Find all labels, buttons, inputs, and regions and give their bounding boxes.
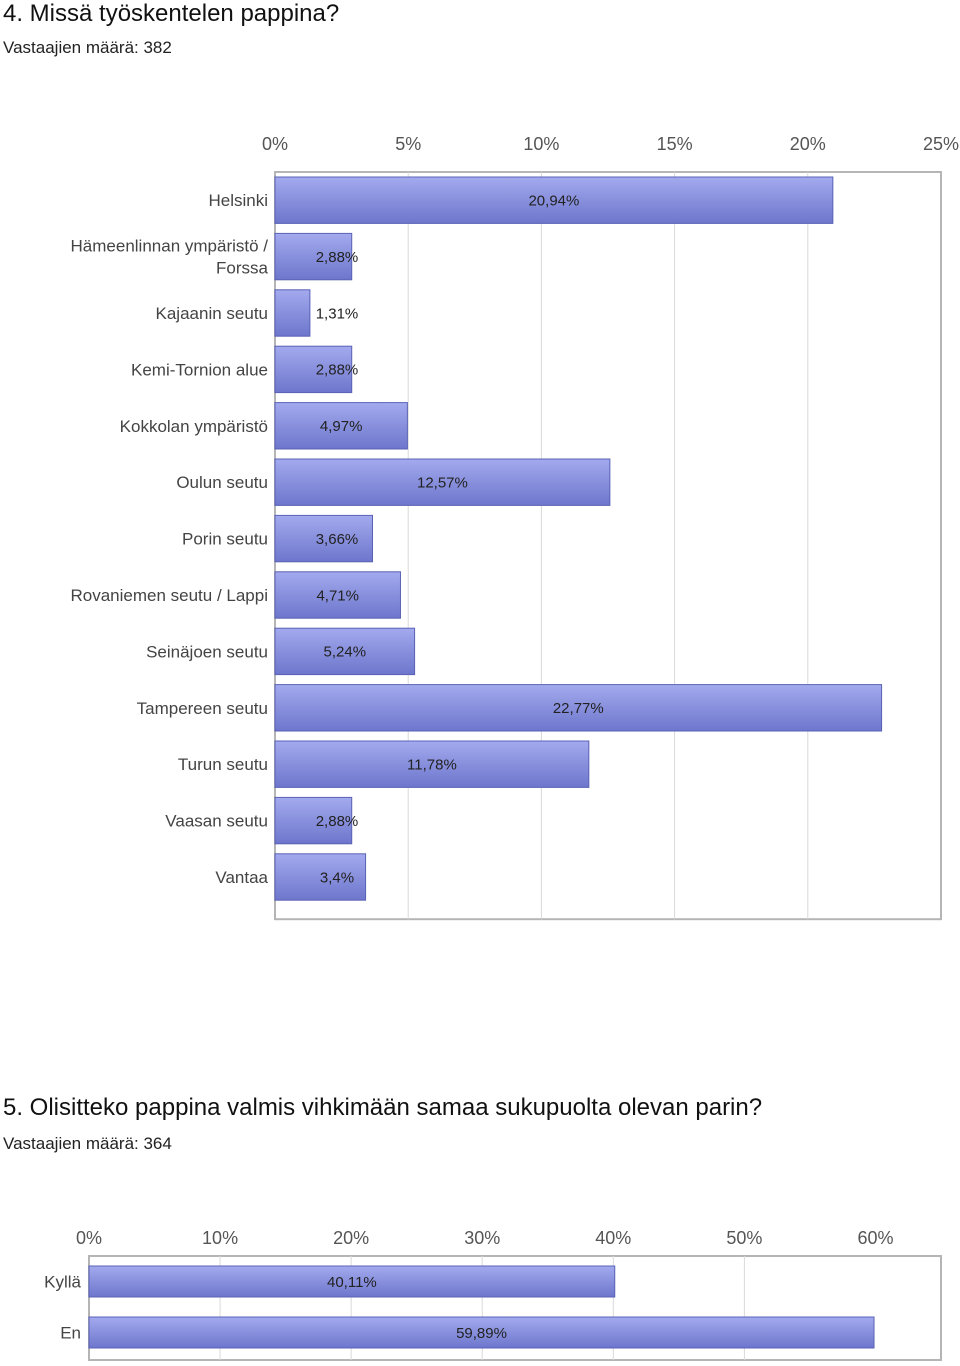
category-label: Kyllä — [44, 1272, 81, 1291]
x-tick-label: 20% — [333, 1228, 369, 1248]
category-label: Oulun seutu — [176, 473, 268, 492]
data-label: 2,88% — [316, 813, 359, 830]
data-label: 12,57% — [417, 474, 468, 491]
bar — [88, 1265, 616, 1298]
data-label: 2,88% — [316, 362, 359, 379]
category-label: Vantaa — [215, 868, 268, 887]
data-label: 20,94% — [528, 192, 579, 209]
plot-area — [274, 171, 942, 921]
data-label: 1,31% — [316, 305, 359, 322]
bar — [274, 458, 611, 506]
x-tick-label: 25% — [923, 134, 959, 154]
bar — [274, 684, 883, 732]
bar — [274, 571, 401, 619]
x-tick-label: 10% — [202, 1228, 238, 1248]
bar — [274, 232, 353, 281]
category-label: Kajaanin seutu — [156, 304, 268, 323]
bar — [274, 176, 834, 224]
bar — [88, 1316, 875, 1349]
x-tick-label: 15% — [657, 134, 693, 154]
category-label: Kokkolan ympäristö — [120, 417, 268, 436]
bar — [274, 740, 590, 788]
data-label: 4,71% — [316, 587, 359, 604]
question-5-bar-chart: 0% 10% 20% 30% 40% 50% 60% Kyllä 40,11% En 59,89% — [44, 1228, 942, 1361]
question-4-bar-chart: 0% 5% 10% 15% 20% 25% Helsinki 20,94% Hämeenlinn… — [70, 134, 959, 921]
x-tick-label: 10% — [523, 134, 559, 154]
x-tick-label: 30% — [464, 1228, 500, 1248]
category-label: Seinäjoen seutu — [146, 642, 268, 661]
category-label: Forssa — [216, 259, 269, 278]
x-tick-label: 0% — [76, 1228, 102, 1248]
x-tick-label: 50% — [726, 1228, 762, 1248]
bar — [274, 796, 353, 845]
category-label: En — [60, 1323, 81, 1342]
bar — [274, 402, 408, 450]
x-tick-label: 5% — [395, 134, 421, 154]
category-label: Tampereen seutu — [137, 699, 268, 718]
x-tick-label: 60% — [857, 1228, 893, 1248]
data-label: 3,4% — [320, 869, 354, 886]
category-label: Kemi-Tornion alue — [131, 360, 268, 379]
bar — [274, 514, 374, 563]
x-tick-label: 40% — [595, 1228, 631, 1248]
data-label: 3,66% — [316, 531, 359, 548]
data-label: 4,97% — [320, 418, 363, 435]
question-4-respondent-count: Vastaajien määrä: 382 — [3, 38, 172, 57]
bar — [274, 627, 416, 676]
question-4-title: 4. Missä työskentelen pappina? — [3, 0, 340, 27]
category-label: Rovaniemen seutu / Lappi — [70, 586, 268, 605]
x-tick-label: 0% — [262, 134, 288, 154]
category-label: Hämeenlinnan ympäristö / — [71, 237, 269, 256]
data-label: 2,88% — [316, 249, 359, 266]
category-label: Porin seutu — [182, 530, 268, 549]
category-label: Helsinki — [208, 191, 268, 210]
data-label: 59,89% — [456, 1325, 507, 1342]
category-label: Vaasan seutu — [165, 812, 268, 831]
question-5-title: 5. Olisitteko pappina valmis vihkimään s… — [3, 1094, 763, 1121]
data-label: 40,11% — [327, 1274, 377, 1291]
data-label: 5,24% — [324, 644, 367, 661]
bar — [274, 853, 367, 901]
question-5-respondent-count: Vastaajien määrä: 364 — [3, 1134, 172, 1153]
bar — [274, 345, 353, 394]
bar — [274, 289, 311, 337]
x-tick-label: 20% — [790, 134, 826, 154]
data-label: 11,78% — [407, 756, 457, 773]
data-label: 22,77% — [553, 700, 604, 717]
category-label: Turun seutu — [178, 755, 268, 774]
